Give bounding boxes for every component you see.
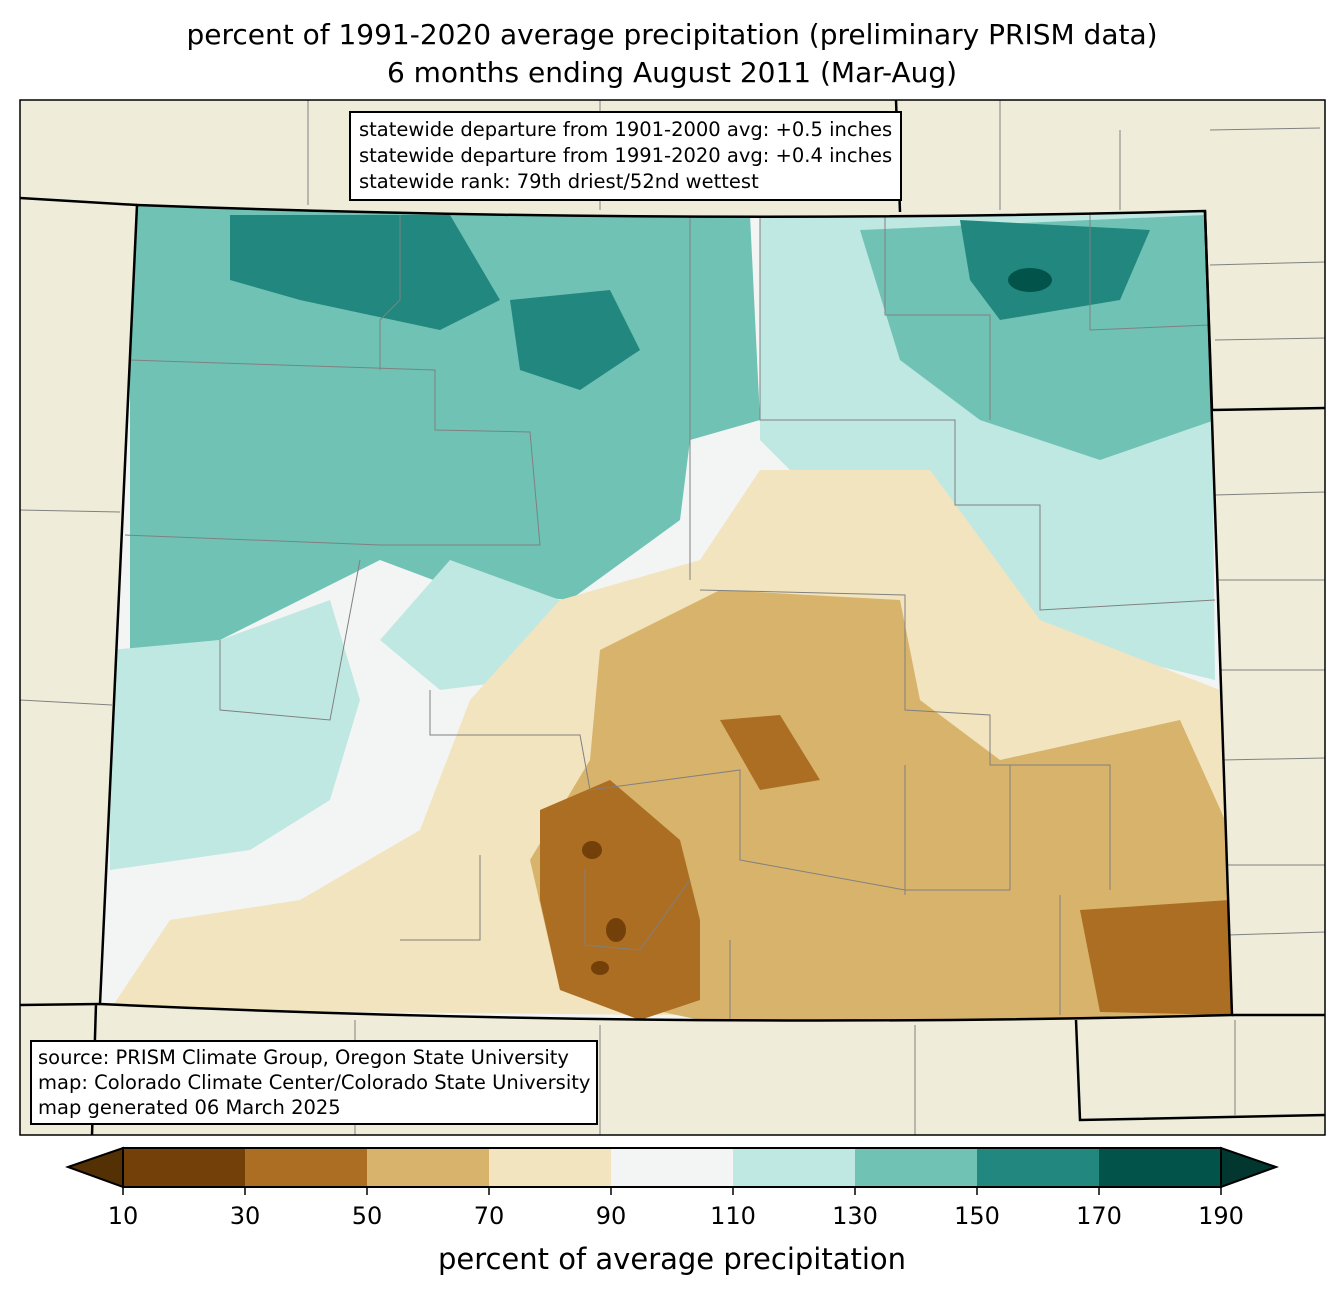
county-lines	[124, 215, 1216, 1020]
colorbar	[65, 1146, 1279, 1195]
field-san-luis-very-dry	[540, 780, 700, 1020]
field-northeast-very-wet	[960, 220, 1150, 320]
colorbar-swatch	[123, 1148, 246, 1187]
colorbar-tick-label: 70	[473, 1202, 505, 1230]
field-extreme-dry-3	[591, 961, 609, 975]
colorbar-swatch	[611, 1148, 734, 1187]
colorbar-swatch	[855, 1148, 978, 1187]
source-prism: source: PRISM Climate Group, Oregon Stat…	[38, 1046, 569, 1069]
colorbar-tick-label: 50	[351, 1202, 383, 1230]
field-extreme-dry-1	[582, 841, 602, 859]
colorbar-tick-label: 150	[954, 1202, 1000, 1230]
colorbar-label: percent of average precipitation	[437, 1242, 907, 1276]
source-generated-date: map generated 06 March 2025	[38, 1096, 341, 1119]
colorbar-tick-label: 170	[1076, 1202, 1122, 1230]
stats-rank: statewide rank: 79th driest/52nd wettest	[359, 170, 759, 193]
stats-departure-1901-2000: statewide departure from 1901-2000 avg: …	[359, 118, 893, 141]
field-south-moderately-dry	[530, 590, 1230, 1020]
colorbar-swatch	[733, 1148, 856, 1187]
colorbar-tick-label: 130	[832, 1202, 878, 1230]
colorbar-over-arrow	[1220, 1146, 1279, 1189]
map-frame	[19, 99, 1326, 1136]
field-southeast-very-dry	[1080, 900, 1232, 1015]
colorbar-tick-label: 110	[710, 1202, 756, 1230]
colorbar-tick-label: 190	[1198, 1202, 1244, 1230]
colorbar-tick-label: 30	[229, 1202, 261, 1230]
precipitation-field	[100, 205, 1232, 1021]
field-northeast-extreme-wet	[1008, 268, 1052, 292]
colorbar-tick-label: 90	[595, 1202, 627, 1230]
colorbar-swatch	[245, 1148, 368, 1187]
colorbar-swatch	[367, 1148, 490, 1187]
statewide-stats-box: statewide departure from 1901-2000 avg: …	[349, 111, 903, 201]
field-north-central-very-wet	[510, 290, 640, 390]
field-extreme-dry-2	[606, 918, 626, 942]
map-title-line2: 6 months ending August 2011 (Mar-Aug)	[386, 56, 958, 89]
colorbar-swatch	[977, 1148, 1100, 1187]
colorbar-tick-label: 10	[107, 1202, 139, 1230]
field-west-light-wet	[110, 600, 360, 870]
stats-departure-1991-2020: statewide departure from 1991-2020 avg: …	[359, 144, 893, 167]
source-map-credit: map: Colorado Climate Center/Colorado St…	[38, 1071, 591, 1094]
colorbar-under-arrow	[65, 1146, 124, 1189]
field-central-very-dry	[720, 715, 820, 790]
colorbar-outline	[122, 1147, 1222, 1188]
map-title-line1: percent of 1991-2020 average precipitati…	[186, 18, 1158, 51]
colorbar-swatch	[489, 1148, 612, 1187]
colorbar-swatch	[1099, 1148, 1222, 1187]
source-box: source: PRISM Climate Group, Oregon Stat…	[30, 1040, 599, 1125]
field-northwest-very-wet	[230, 215, 500, 330]
